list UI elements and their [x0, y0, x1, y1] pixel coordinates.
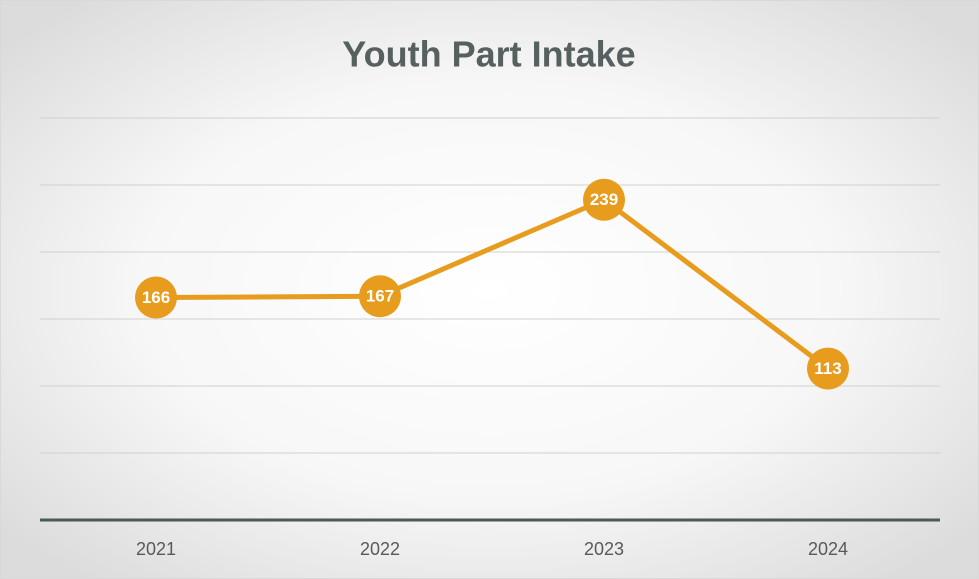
marker [807, 347, 849, 390]
chart-title: Youth Part Intake [342, 34, 635, 75]
x-tick-label: 2024 [808, 539, 848, 559]
data-label: 239 [590, 190, 618, 209]
data-label: 167 [366, 287, 394, 306]
line [155, 197, 830, 371]
marker [359, 275, 401, 318]
data-label: 166 [142, 288, 170, 307]
data-label: 113 [814, 359, 841, 378]
x-tick-label: 2021 [136, 539, 176, 559]
marker [583, 178, 625, 221]
x-tick-label: 2023 [584, 539, 624, 559]
marker [135, 276, 177, 319]
x-tick-label: 2022 [360, 539, 400, 559]
